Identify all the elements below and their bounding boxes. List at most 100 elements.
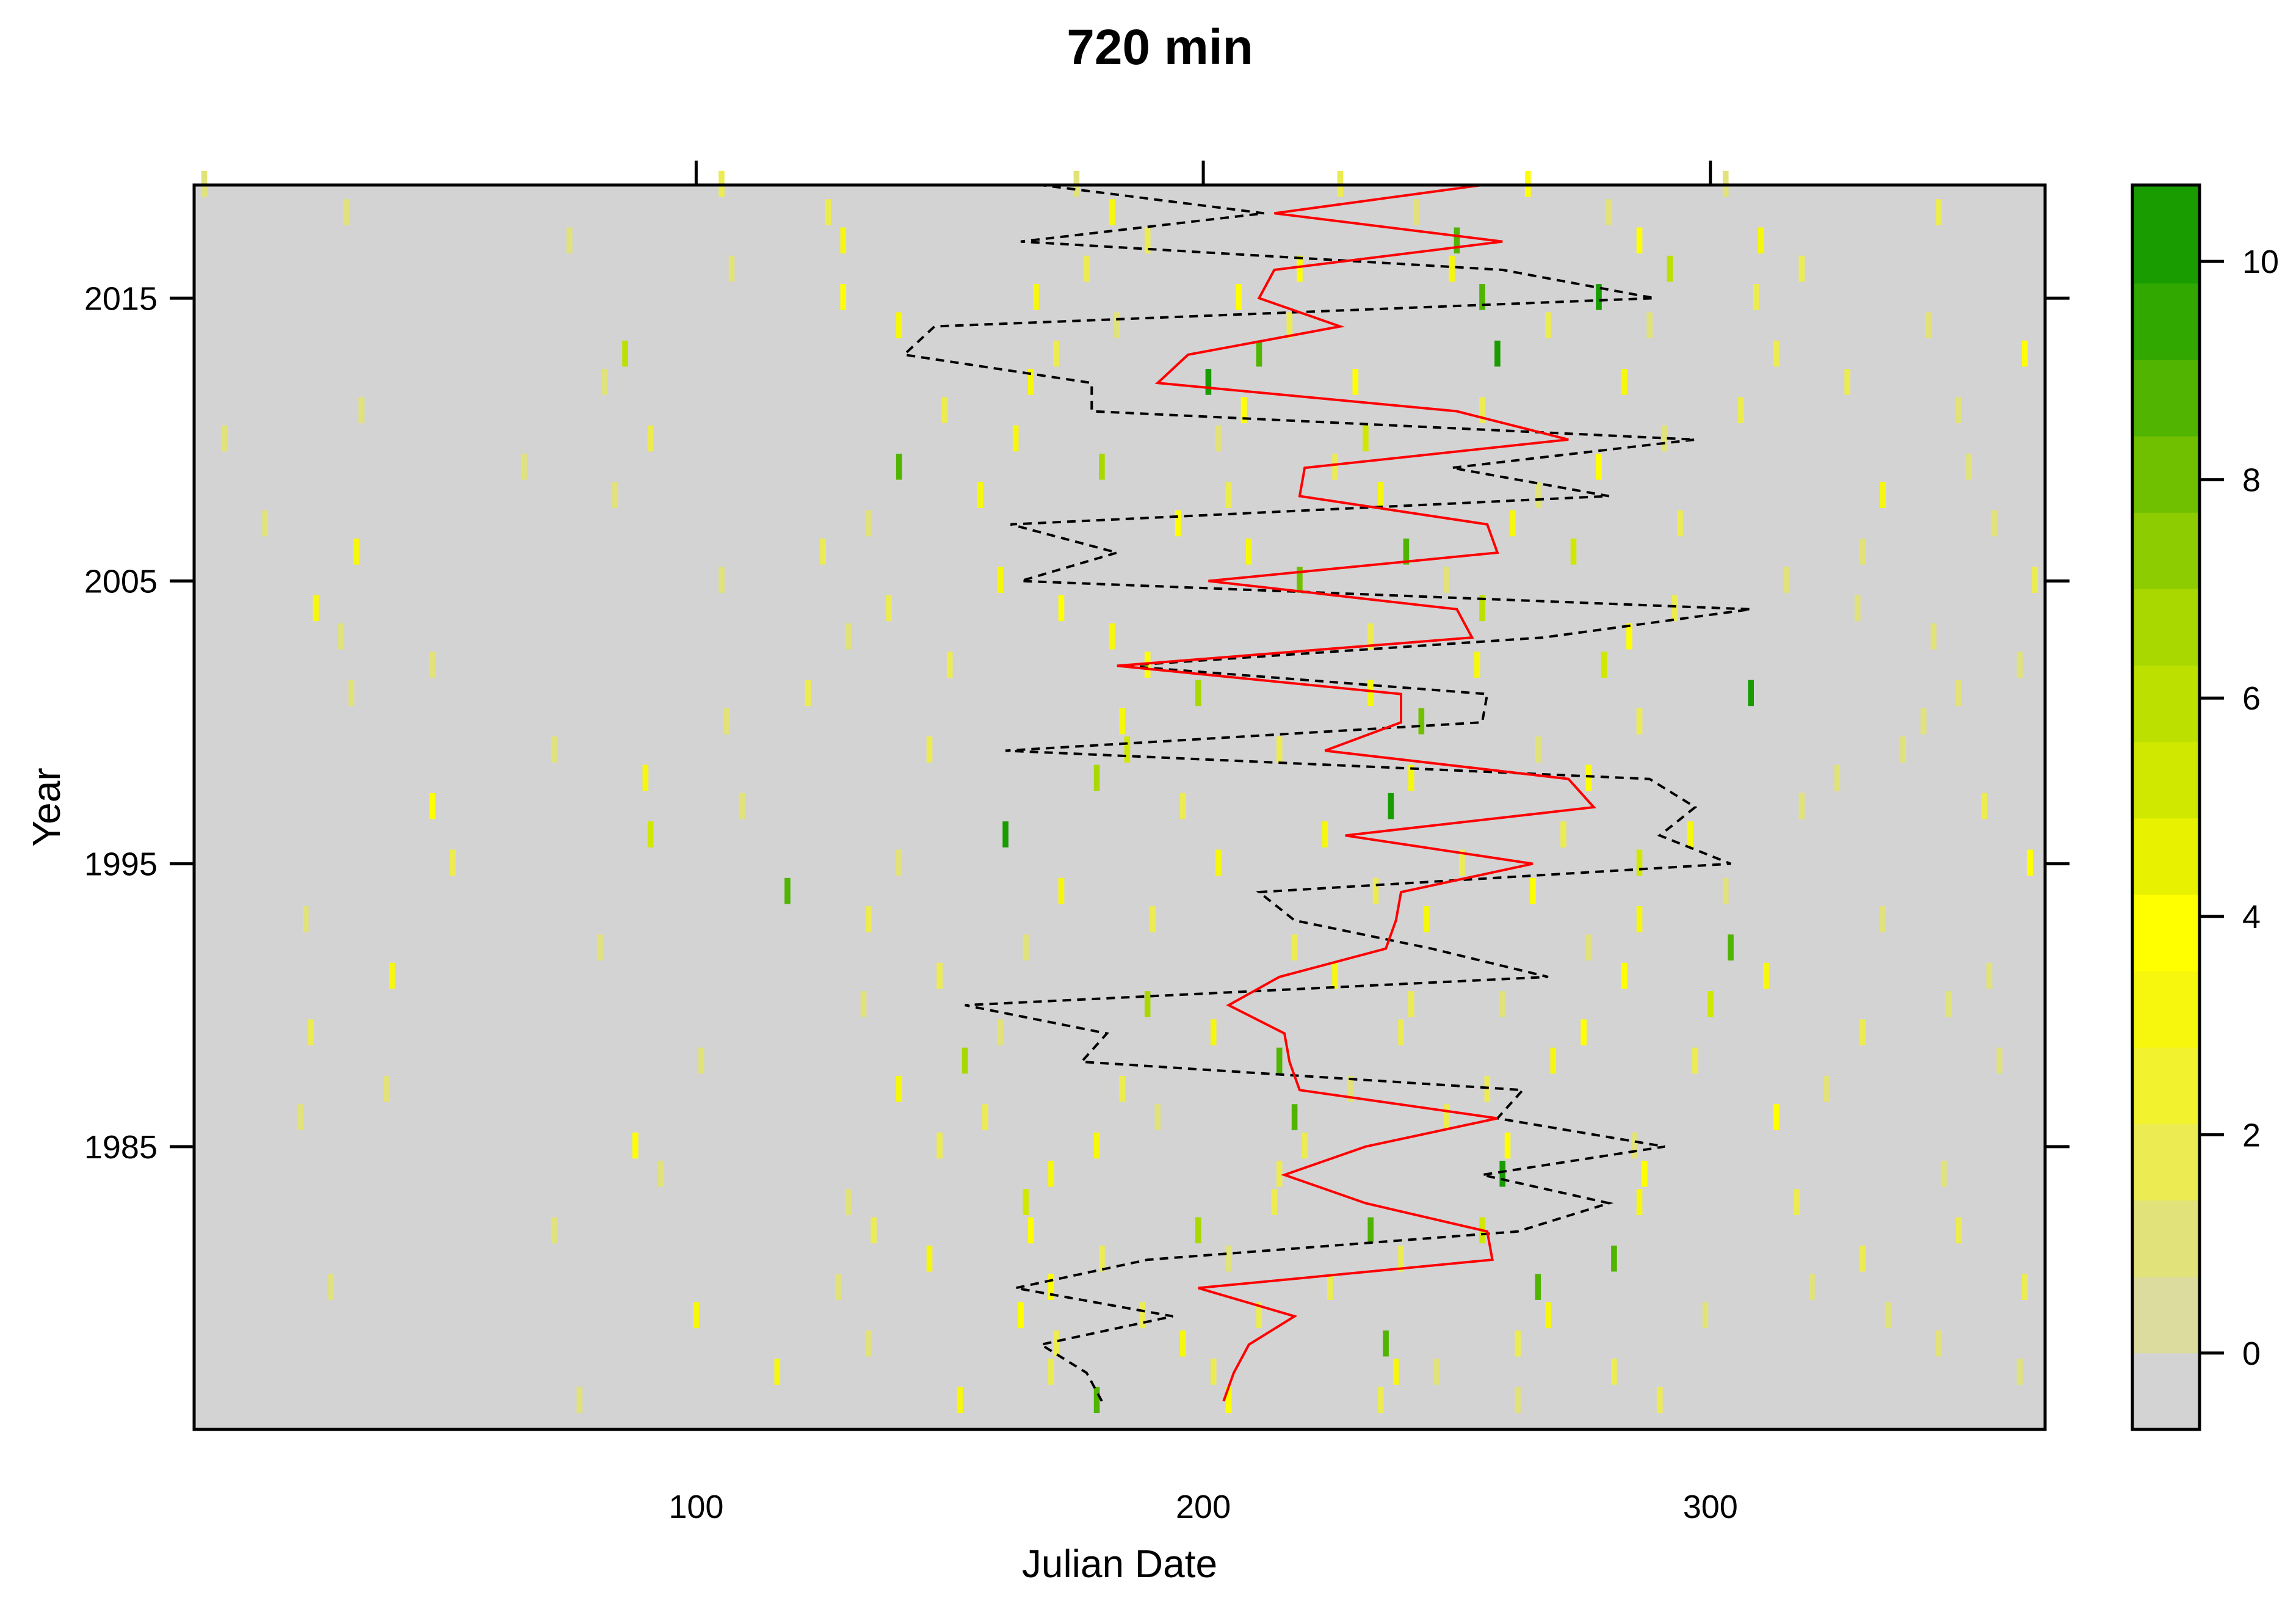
- heatmap-cell: [1515, 1330, 1521, 1357]
- heatmap-cell: [1276, 1161, 1283, 1187]
- heatmap-cell: [1956, 397, 1962, 423]
- heatmap-cell: [1474, 652, 1480, 678]
- heatmap-cell: [998, 567, 1004, 593]
- heatmap-cell: [1900, 736, 1907, 763]
- heatmap-cell: [1798, 255, 1805, 282]
- heatmap-cell: [1798, 793, 1805, 819]
- heatmap-cell: [820, 539, 826, 565]
- heatmap-cell: [1291, 934, 1298, 960]
- heatmap-cell: [602, 369, 608, 395]
- heatmap-cell: [429, 793, 436, 819]
- heatmap-cell: [1291, 1104, 1298, 1130]
- heatmap-cell: [1773, 1104, 1780, 1130]
- red-line: [1117, 184, 1596, 1402]
- heatmap-cell: [1611, 1359, 1617, 1385]
- heatmap-cell: [1458, 849, 1465, 876]
- heatmap-cell: [866, 906, 872, 932]
- heatmap-cell: [784, 877, 791, 904]
- heatmap-cell: [871, 1217, 877, 1244]
- heatmap-cell: [1027, 1217, 1034, 1244]
- heatmap-cell: [1860, 1019, 1866, 1045]
- colorbar-swatch: [2132, 360, 2200, 437]
- x-tick-label: 200: [1176, 1489, 1231, 1525]
- heatmap-cell: [1023, 934, 1029, 960]
- heatmap-cell: [1392, 1359, 1399, 1385]
- heatmap-cell: [1215, 425, 1222, 452]
- heatmap-cell: [1023, 1189, 1029, 1215]
- heatmap-cell: [1367, 680, 1374, 706]
- heatmap-cell: [1545, 312, 1551, 338]
- heatmap-cell: [1002, 821, 1009, 848]
- heatmap-cell: [1109, 199, 1115, 225]
- heatmap-cell: [1048, 1161, 1054, 1187]
- heatmap-cell: [982, 1104, 988, 1130]
- heatmap-cell: [1935, 199, 1942, 225]
- heatmap-cell: [1372, 877, 1379, 904]
- heatmap-cell: [1920, 708, 1927, 735]
- heatmap-cell: [1058, 877, 1065, 904]
- heatmap-cell: [1225, 1245, 1232, 1272]
- heatmap-cell: [1535, 1274, 1541, 1300]
- heatmap-cell: [1728, 934, 1734, 960]
- heatmap-cell: [1388, 793, 1394, 819]
- heatmap-cell: [1860, 1245, 1866, 1272]
- heatmap-cell: [1018, 1302, 1024, 1329]
- y-tick-label: 1995: [84, 846, 158, 883]
- heatmap-cell: [2016, 652, 2023, 678]
- heatmap-cell: [1033, 284, 1039, 310]
- heatmap-cell: [313, 595, 319, 622]
- x-axis-label: Julian Date: [1022, 1542, 1217, 1586]
- heatmap-cell: [1418, 708, 1425, 735]
- heatmap-cell: [1144, 991, 1151, 1017]
- heatmap-cell: [2016, 1359, 2023, 1385]
- heatmap-cell: [1012, 425, 1019, 452]
- heatmap-cell: [1109, 623, 1115, 650]
- heatmap-cell: [926, 1245, 933, 1272]
- heatmap-cell: [1834, 764, 1841, 791]
- heatmap-cell: [698, 1047, 704, 1074]
- heatmap-cell: [1656, 1387, 1663, 1414]
- heatmap-cell: [383, 1076, 390, 1102]
- heatmap-cell: [1195, 680, 1201, 706]
- heatmap-cell: [1545, 1302, 1551, 1329]
- heatmap-cell: [1611, 1245, 1617, 1272]
- heatmap-cell: [1515, 1387, 1521, 1414]
- heatmap-cell: [1530, 877, 1536, 904]
- heatmap-cell: [521, 454, 527, 480]
- heatmap-cell: [805, 680, 811, 706]
- heatmap-cell: [2027, 849, 2033, 876]
- heatmap-cell: [1084, 255, 1090, 282]
- heatmap-cell: [551, 1217, 557, 1244]
- colorbar-swatch: [2132, 185, 2200, 284]
- heatmap-cell: [642, 764, 649, 791]
- heatmap-cell: [1560, 821, 1566, 848]
- heatmap-cell: [1844, 369, 1850, 395]
- heatmap-cell: [1053, 340, 1059, 367]
- heatmap-cell: [1535, 482, 1541, 508]
- heatmap-cell: [262, 510, 269, 537]
- heatmap-cell: [896, 1076, 902, 1102]
- heatmap-cell: [429, 652, 436, 678]
- heatmap-cell: [1048, 1274, 1054, 1300]
- heatmap-cell: [1702, 1302, 1709, 1329]
- heatmap-cell: [1053, 1330, 1059, 1357]
- heatmap-cell: [1510, 510, 1516, 537]
- heatmap-cell: [1601, 652, 1607, 678]
- heatmap-cell: [1139, 1302, 1146, 1329]
- colorbar-swatch: [2132, 1352, 2200, 1430]
- heatmap-cell: [612, 482, 618, 508]
- heatmap-cell: [840, 284, 847, 310]
- heatmap-cell: [1722, 877, 1729, 904]
- heatmap-cell: [1236, 284, 1242, 310]
- heatmap-cell: [1494, 340, 1501, 367]
- heatmap-cell: [1408, 764, 1414, 791]
- heatmap-cell: [1352, 369, 1359, 395]
- heatmap-cell: [1991, 510, 1997, 537]
- heatmap-cell: [1367, 1217, 1374, 1244]
- heatmap-cell: [358, 397, 364, 423]
- colorbar-tick-label: 6: [2242, 680, 2261, 717]
- heatmap-cell: [1585, 764, 1592, 791]
- heatmap-cell: [1763, 962, 1769, 989]
- colorbar-swatch: [2132, 512, 2200, 589]
